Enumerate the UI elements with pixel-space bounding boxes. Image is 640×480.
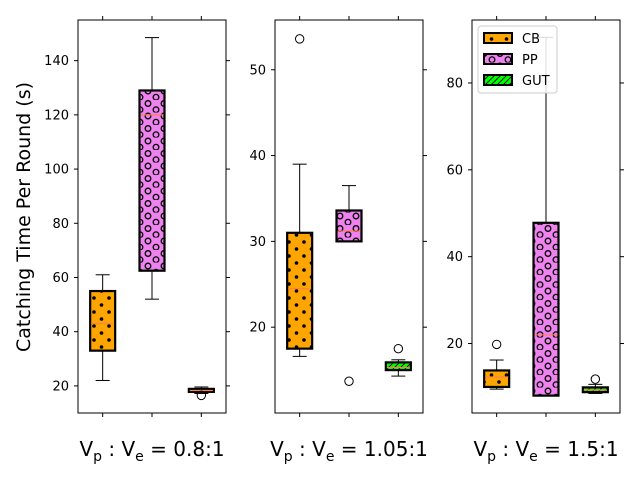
legend-swatch-hatch	[484, 75, 512, 85]
box-border	[532, 221, 560, 397]
y-tick-label: 60	[52, 271, 69, 286]
y-tick-label: 100	[44, 163, 69, 178]
box-border	[483, 369, 511, 389]
box-pp-panel-1	[138, 37, 166, 300]
panel-3-xlabel: Vp : Ve = 1.5:1	[473, 437, 618, 465]
box-hatch	[287, 232, 313, 349]
box-pp-panel-2	[335, 185, 363, 386]
legend-entry-gut: GUT	[483, 74, 550, 89]
y-tick-label: 20	[446, 337, 463, 352]
y-tick-label: 40	[249, 149, 266, 164]
legend-swatch-hatch	[484, 54, 512, 64]
box-cb-panel-2	[286, 34, 314, 357]
box-cb-panel-3	[483, 339, 511, 390]
y-tick-label: 40	[446, 250, 463, 265]
box-border	[89, 289, 117, 352]
legend-entry-cb: CB	[483, 32, 540, 47]
y-tick-label: 20	[249, 321, 266, 336]
outlier-point	[196, 390, 207, 401]
legend-swatch-border	[483, 32, 513, 44]
y-tick-label: 80	[446, 76, 463, 91]
legend-label: GUT	[522, 74, 550, 89]
y-tick-label: 140	[44, 54, 69, 69]
y-tick-label: 80	[52, 217, 69, 232]
box-hatch	[336, 210, 362, 242]
legend: CB PP GUT	[477, 25, 558, 94]
box-border	[384, 361, 412, 372]
panel-1-xlabel: Vp : Ve = 0.8:1	[79, 437, 224, 465]
panel-1: 20 40 60 80 100 120 140	[44, 16, 230, 417]
y-tick-label: 20	[52, 379, 69, 394]
y-tick-label: 50	[249, 63, 266, 78]
box-border	[581, 386, 609, 394]
outlier-point	[344, 376, 354, 386]
legend-swatch-border	[483, 74, 513, 86]
y-tick-label: 30	[249, 235, 266, 250]
y-tick-label: 120	[44, 108, 69, 123]
legend-label: PP	[522, 53, 538, 68]
outlier-point	[590, 374, 601, 384]
legend-entry-pp: PP	[483, 53, 538, 68]
legend-swatch-hatch	[484, 33, 512, 43]
box-border	[286, 231, 314, 350]
box-gut-panel-1	[187, 386, 215, 401]
outlier-point	[294, 34, 305, 44]
box-hatch	[533, 222, 559, 396]
box-border	[138, 89, 166, 272]
box-border	[335, 209, 363, 243]
y-tick-label: 40	[52, 325, 69, 340]
box-border	[187, 387, 215, 393]
box-hatch	[484, 370, 510, 387]
box-pp-panel-3	[532, 36, 560, 397]
outlier-point	[491, 339, 502, 350]
panel-2-xlabel: Vp : Ve = 1.05:1	[270, 437, 428, 465]
legend-label: CB	[522, 32, 540, 47]
box-cb-panel-1	[89, 274, 117, 381]
panel-3: 20 40 60 80	[446, 16, 624, 417]
box-hatch	[90, 291, 116, 351]
panel-2: 20 30 40 50	[249, 16, 427, 417]
outlier-point	[393, 343, 404, 354]
box-hatch	[385, 362, 411, 371]
legend-swatch-border	[483, 53, 513, 65]
y-axis-label: Catching Time Per Round (s)	[13, 82, 35, 352]
box-hatch	[139, 90, 165, 271]
y-tick-label: 60	[446, 163, 463, 178]
box-gut-panel-3	[581, 374, 609, 394]
box-gut-panel-2	[384, 343, 412, 377]
